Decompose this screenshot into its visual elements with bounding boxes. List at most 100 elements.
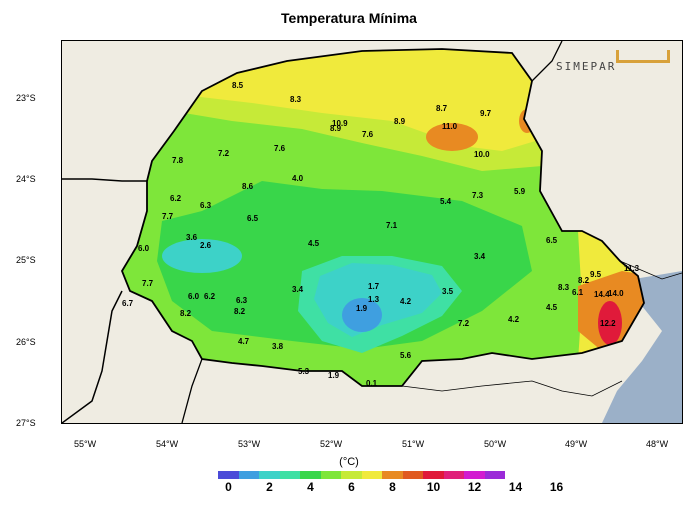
colorbar-swatch <box>484 471 505 479</box>
colorbar-swatch <box>443 471 464 479</box>
station-value: 3.6 <box>186 233 198 242</box>
lon-label-55w: 55°W <box>74 439 97 449</box>
colorbar-tick-label: 6 <box>348 480 355 494</box>
station-value: 4.0 <box>292 174 304 183</box>
station-value: 7.1 <box>386 221 398 230</box>
station-value: 6.5 <box>546 236 558 245</box>
station-value: 6.5 <box>247 214 259 223</box>
lat-label-26s: 26°S <box>16 337 36 347</box>
station-value: 7.8 <box>172 156 184 165</box>
station-value: 11.3 <box>624 264 640 273</box>
station-value: 7.2 <box>218 149 230 158</box>
colorbar-tick-label: 10 <box>426 480 441 494</box>
colorbar-swatch <box>382 471 403 479</box>
lat-label-25s: 25°S <box>16 255 36 265</box>
station-value: 8.6 <box>242 182 254 191</box>
colorbar-unit: (°C) <box>339 456 359 468</box>
station-value: 7.6 <box>274 144 286 153</box>
ocean-area <box>602 271 682 423</box>
colorbar-swatch <box>238 471 259 479</box>
station-value: 10.0 <box>474 150 490 159</box>
border-line <box>401 380 623 397</box>
colorbar-swatch <box>402 471 423 479</box>
station-value: 6.2 <box>204 292 216 301</box>
station-value: 4.5 <box>546 303 558 312</box>
colorbar-swatch <box>320 471 341 479</box>
station-value: 7.2 <box>458 319 470 328</box>
station-value: 8.9 <box>330 124 342 133</box>
station-value: 7.7 <box>162 212 174 221</box>
lon-label-53w: 53°W <box>238 439 261 449</box>
station-value: 6.3 <box>236 296 248 305</box>
station-value: 5.4 <box>440 197 452 206</box>
station-value: 6.2 <box>170 194 182 203</box>
station-value: 9.5 <box>590 270 602 279</box>
colorbar-tick-label: 4 <box>307 480 314 494</box>
lon-label-51w: 51°W <box>402 439 425 449</box>
colorbar-tick-label: 8 <box>389 480 396 494</box>
colorbar-swatch <box>218 471 239 479</box>
station-value: 10.9 <box>332 119 348 128</box>
station-value: 3.8 <box>272 342 284 351</box>
station-value: 11.0 <box>442 122 458 131</box>
lon-label-52w: 52°W <box>320 439 343 449</box>
station-value: 8.3 <box>558 283 570 292</box>
station-value: 7.7 <box>142 279 154 288</box>
station-value: 7.6 <box>362 130 374 139</box>
colorbar-tick-label: 2 <box>266 480 273 494</box>
station-value: 6.7 <box>122 299 134 308</box>
station-value: 5.3 <box>298 367 310 376</box>
station-value: 9.7 <box>480 109 492 118</box>
map-frame[interactable]: 8.5 8.3 8.7 8.9 9.7 10.9 8.9 7.6 11.0 10.0 7.8 7.2 7… <box>61 40 683 424</box>
colorbar-swatch <box>423 471 444 479</box>
colorbar-tick-label: 14 <box>508 480 523 494</box>
station-value: 1.9 <box>328 371 340 380</box>
map-title: Temperatura Mínima <box>281 10 417 26</box>
station-value: 3.4 <box>292 285 304 294</box>
lon-label-48w: 48°W <box>646 439 669 449</box>
station-value: 8.3 <box>290 95 302 104</box>
station-value: 8.9 <box>394 117 406 126</box>
station-value: 3.4 <box>474 252 486 261</box>
colorbar-swatch <box>464 471 485 479</box>
state-border <box>120 48 645 387</box>
border-line <box>531 41 563 82</box>
simepar-logo: SIMEPAR <box>556 50 670 78</box>
temperature-map[interactable]: 8.58.38.78.99.710.98.97.611.010.07.87.27… <box>62 41 682 423</box>
station-value: 1.7 <box>368 282 380 291</box>
lat-label-24s: 24°S <box>16 174 36 184</box>
station-value: 5.6 <box>400 351 412 360</box>
lon-label-49w: 49°W <box>565 439 588 449</box>
station-value: 12.2 <box>600 319 616 328</box>
logo-text: SIMEPAR <box>556 60 617 73</box>
colorbar-tick-label: 0 <box>225 480 232 494</box>
lat-label-27s: 27°S <box>16 418 36 428</box>
station-value: 8.7 <box>436 104 448 113</box>
station-values: 8.58.38.78.99.710.98.97.611.010.07.87.27… <box>122 81 640 388</box>
colorbar-swatch <box>361 471 382 479</box>
station-value: 5.9 <box>514 187 526 196</box>
colorbar-swatch <box>279 471 300 479</box>
logo-mark <box>616 50 670 63</box>
station-value: 8.2 <box>234 307 246 316</box>
station-value: 2.6 <box>200 241 212 250</box>
station-value: 4.7 <box>238 337 250 346</box>
station-value: 1.9 <box>356 304 368 313</box>
colorbar-tick-label: 12 <box>467 480 482 494</box>
station-value: 3.5 <box>442 287 454 296</box>
station-value: 1.3 <box>368 295 380 304</box>
border-line <box>181 358 203 423</box>
station-value: 6.0 <box>138 244 150 253</box>
colorbar-swatch <box>341 471 362 479</box>
coastline <box>619 260 682 280</box>
station-value: 14.4 <box>594 290 610 299</box>
lat-label-23s: 23°S <box>16 93 36 103</box>
lon-label-50w: 50°W <box>484 439 507 449</box>
station-value: 0.1 <box>366 379 378 388</box>
colorbar-swatch <box>259 471 280 479</box>
border-line <box>62 178 147 182</box>
station-value: 8.2 <box>180 309 192 318</box>
station-value: 4.5 <box>308 239 320 248</box>
station-value: 4.2 <box>400 297 412 306</box>
station-value: 6.0 <box>188 292 200 301</box>
